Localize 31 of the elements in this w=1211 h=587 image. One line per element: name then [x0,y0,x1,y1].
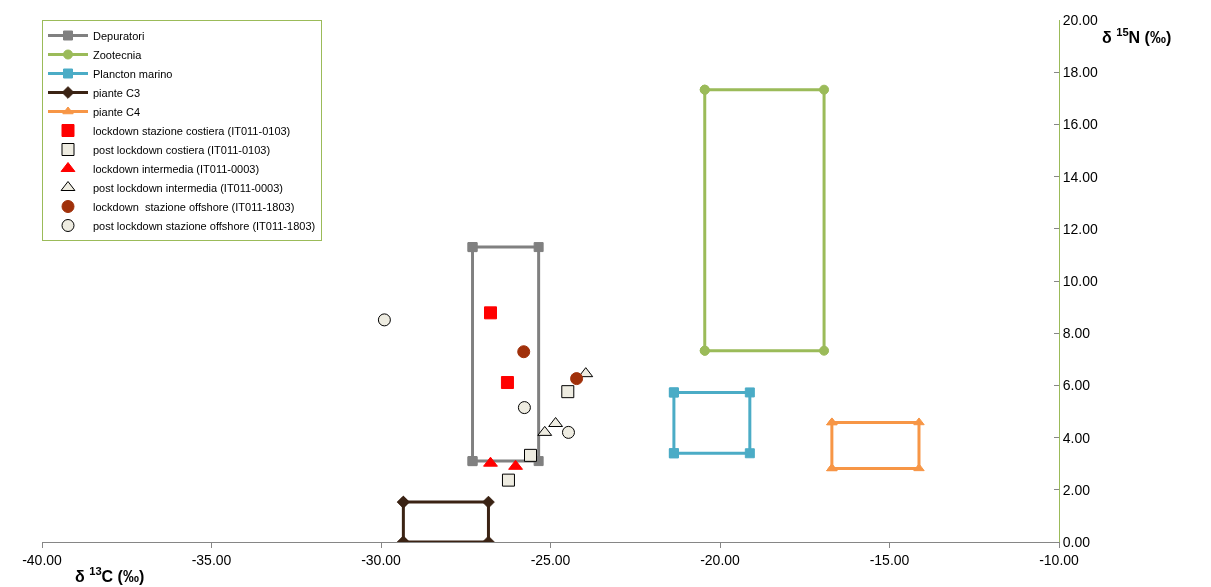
x-tick-label: -15.00 [869,551,910,568]
x-axis-title: δ $^{13}$C (‰) [75,565,145,585]
y-tick-label: 14.00 [1062,168,1099,185]
legend-label: piante C3 [93,86,141,99]
y-axis-title: δ $^{15}$N (‰) [1102,26,1172,46]
y-tick-label: 2.00 [1062,481,1091,498]
y-tick-label: 4.00 [1062,429,1091,446]
x-tick-label: -25.00 [530,551,571,568]
legend-label: Depuratori [93,29,145,42]
y-tick-label: 12.00 [1062,220,1099,237]
legend-label: Zootecnia [93,48,143,61]
legend-label: lockdown stazione costiera (IT011-0103) [93,124,291,137]
x-tick-label: -30.00 [361,551,402,568]
x-tick-label: -10.00 [1039,551,1080,568]
x-tick-label: -20.00 [700,551,741,568]
legend-label: lockdown stazione offshore (IT011-1803) [93,200,295,213]
y-tick-label: 0.00 [1062,533,1091,550]
x-tick-label: -40.00 [22,551,63,568]
legend-label: post lockdown costiera (IT011-0103) [93,143,271,156]
legend-label: Plancton marino [93,67,173,80]
y-tick-label: 6.00 [1062,377,1091,394]
legend-label: lockdown intermedia (IT011-0003) [93,162,260,175]
legend-label: piante C4 [93,105,141,118]
y-tick-label: 8.00 [1062,325,1091,342]
y-tick-label: 18.00 [1062,64,1099,81]
y-tick-label: 16.00 [1062,116,1099,133]
x-tick-label: -35.00 [191,551,232,568]
legend-label: post lockdown stazione offshore (IT011-1803) [93,219,316,232]
legend-label: post lockdown intermedia (IT011-0003) [93,181,283,194]
y-tick-label: 20.00 [1062,11,1099,28]
y-tick-label: 10.00 [1062,272,1099,289]
